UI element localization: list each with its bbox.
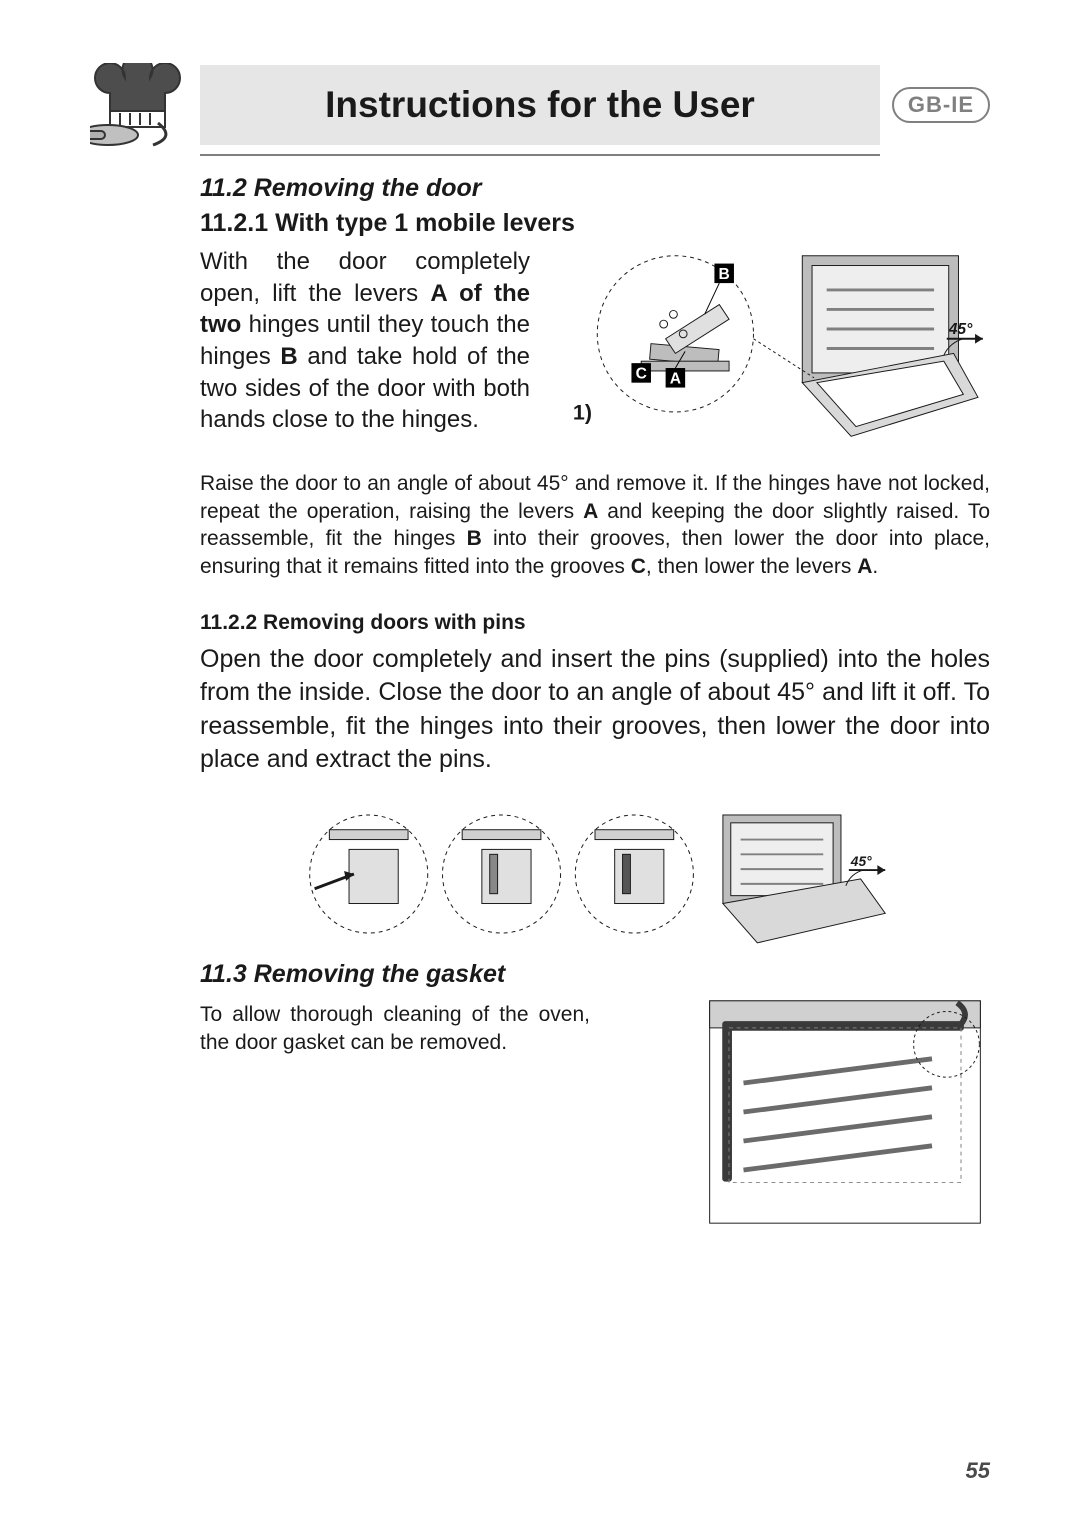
label-A: A (670, 371, 681, 388)
row-11-2-1: With the door completely open, lift the … (200, 246, 990, 456)
page: Instructions for the User GB-IE 11.2 Rem… (0, 0, 1080, 1529)
text-11-2-1-cont: Raise the door to an angle of about 45° … (200, 470, 990, 581)
text-11-3: To allow thorough cleaning of the oven, … (200, 1001, 590, 1238)
row-11-3: To allow thorough cleaning of the oven, … (200, 991, 990, 1238)
text-11-2-2: Open the door completely and insert the … (200, 643, 990, 777)
chef-hat-icon (90, 63, 185, 148)
figure-1: A B C 45° 1) (558, 246, 988, 456)
t: B (467, 527, 482, 550)
t: A (583, 500, 598, 523)
t: A (857, 555, 872, 578)
section-11-3-heading: 11.3 Removing the gasket (200, 960, 990, 989)
figure-2-wrap: 45° (200, 795, 990, 958)
header-row: Instructions for the User GB-IE (90, 60, 990, 150)
header-underline (200, 154, 880, 156)
page-number: 55 (966, 1458, 990, 1484)
figure-3-wrap (620, 991, 990, 1238)
figure-2: 45° (290, 795, 900, 958)
text-11-2-1: With the door completely open, lift the … (200, 246, 530, 456)
page-title: Instructions for the User (200, 65, 880, 145)
lang-badge-wrap: GB-IE (880, 87, 990, 123)
brand-icon-wrap (90, 63, 200, 148)
label-B: B (719, 266, 730, 283)
figure-3 (700, 991, 990, 1238)
section-11-2-heading: 11.2 Removing the door (200, 174, 990, 203)
section-11-2-1-heading: 11.2.1 With type 1 mobile levers (200, 209, 990, 238)
section-11-2-2-heading: 11.2.2 Removing doors with pins (200, 611, 990, 635)
label-C: C (636, 366, 647, 383)
t: B (280, 343, 297, 370)
figure-1-number: 1) (573, 401, 592, 425)
language-badge: GB-IE (892, 87, 990, 123)
angle-45: 45° (948, 321, 973, 338)
t: , then lower the levers (646, 555, 857, 578)
figure-1-wrap: A B C 45° 1) (558, 246, 990, 456)
t: C (631, 555, 646, 578)
t: . (872, 555, 878, 578)
content: 11.2 Removing the door 11.2.1 With type … (200, 174, 990, 1238)
figure-2-angle: 45° (850, 854, 872, 869)
